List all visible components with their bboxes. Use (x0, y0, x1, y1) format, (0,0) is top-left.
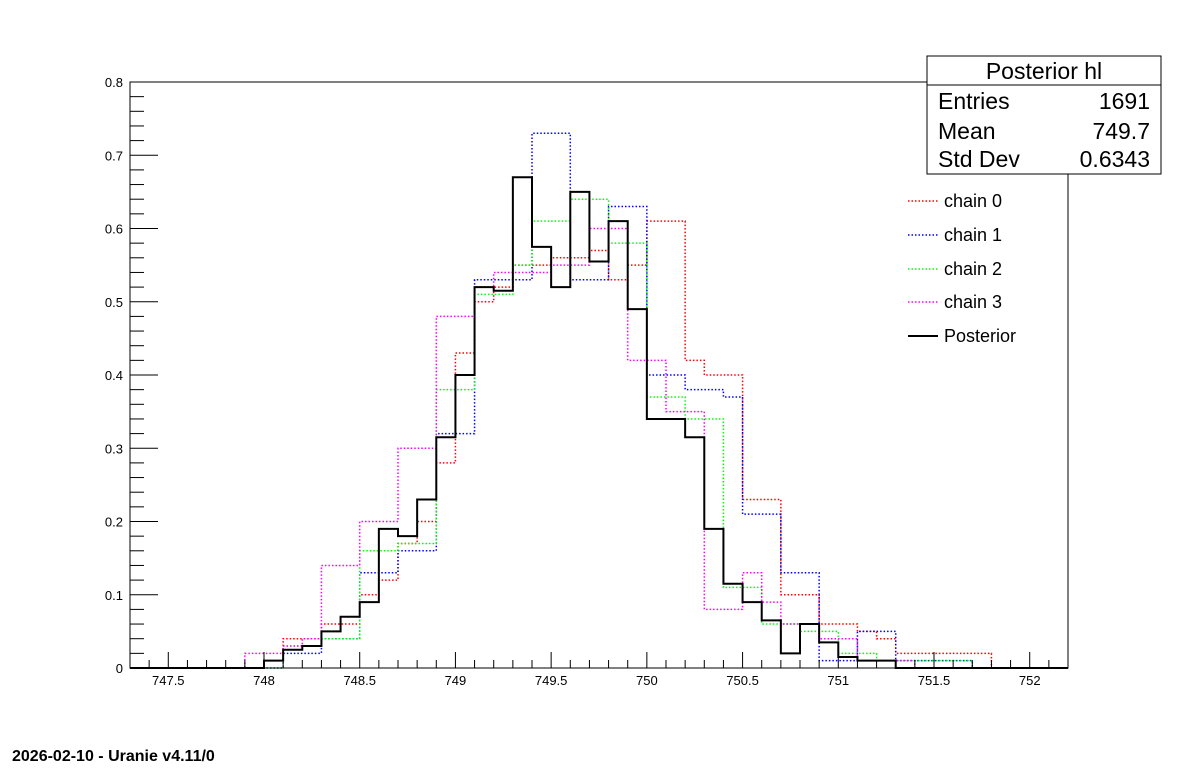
x-tick-label: 749 (445, 673, 467, 688)
stats-box-frame (926, 55, 1162, 175)
histogram-chain-2 (130, 198, 1068, 669)
stats-stddev-label: Std Dev (938, 146, 1020, 172)
stats-mean-label: Mean (938, 118, 996, 144)
histogram-chain-1 (130, 132, 1068, 669)
x-tick-label: 747.5 (152, 673, 185, 688)
y-tick-label: 0.1 (105, 588, 123, 603)
stats-entries-value: 1691 (1099, 88, 1150, 114)
y-tick-label: 0.2 (105, 515, 123, 530)
stats-box-title: Posterior hl (986, 58, 1102, 84)
x-tick-label: 749.5 (535, 673, 568, 688)
y-tick-label: 0.8 (105, 75, 123, 90)
footer-timestamp-version: 2026-02-10 - Uranie v4.11/0 (12, 748, 215, 765)
stats-mean-value: 749.7 (1092, 118, 1150, 144)
stats-box: Posterior hl Entries 1691 Mean 749.7 Std… (926, 55, 1162, 175)
y-tick-label: 0.3 (105, 441, 123, 456)
stats-stddev-value: 0.6343 (1080, 146, 1150, 172)
y-tick-label: 0.7 (105, 148, 123, 163)
y-tick-label: 0.5 (105, 295, 123, 310)
legend-label-chain-3: chain 3 (944, 292, 1002, 312)
histogram-posterior (130, 176, 1068, 669)
legend: chain 0 chain 1 chain 2 chain 3 Posterio… (908, 191, 1016, 346)
y-tick-label: 0.4 (105, 368, 123, 383)
stats-entries-label: Entries (938, 88, 1010, 114)
y-tick-label: 0 (116, 661, 123, 676)
y-tick-label: 0.6 (105, 222, 123, 237)
y-axis: 0 0.1 0.2 0.3 0.4 0.5 0.6 0.7 0.8 (105, 75, 158, 676)
legend-label-chain-2: chain 2 (944, 259, 1002, 279)
histogram-chain-0 (130, 220, 1068, 669)
histogram-series-layer (130, 132, 1068, 669)
x-tick-label: 748 (253, 673, 275, 688)
legend-label-chain-0: chain 0 (944, 191, 1002, 211)
histogram-chain-3 (130, 227, 1068, 669)
x-tick-label: 750 (636, 673, 658, 688)
x-axis: 747.5 748 748.5 749 749.5 750 750.5 751 751.5 752 (148, 652, 1069, 688)
x-tick-label: 748.5 (343, 673, 376, 688)
x-tick-label: 752 (1019, 673, 1041, 688)
x-tick-label: 751 (827, 673, 849, 688)
legend-label-posterior: Posterior (944, 326, 1016, 346)
x-tick-label: 751.5 (918, 673, 951, 688)
legend-label-chain-1: chain 1 (944, 225, 1002, 245)
x-tick-label: 750.5 (726, 673, 759, 688)
